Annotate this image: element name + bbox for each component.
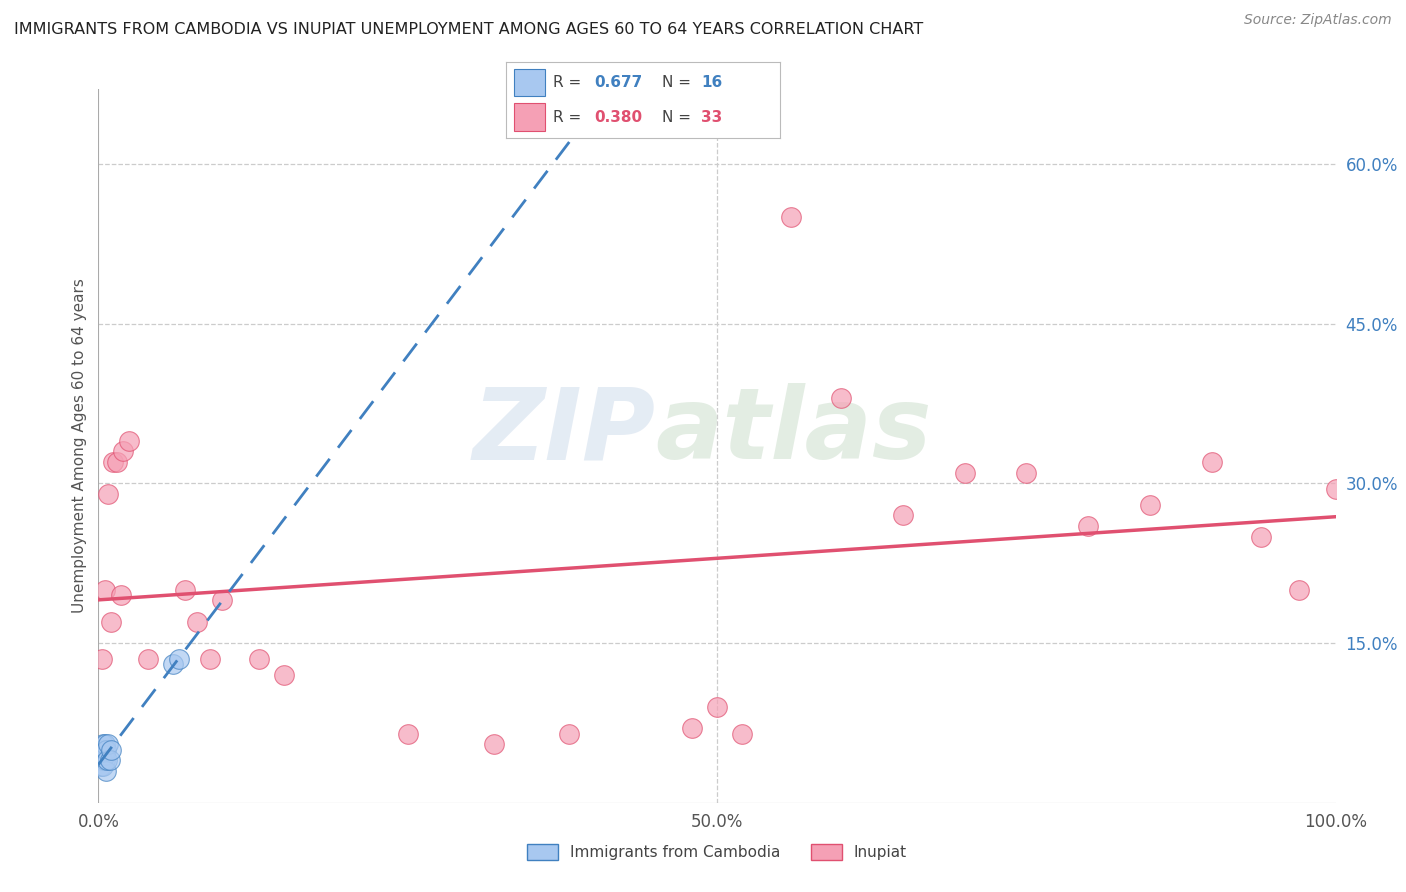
Point (94, 742, 117, 756)
Point (953, 466, 976, 480)
Text: Source: ZipAtlas.com: Source: ZipAtlas.com (1244, 13, 1392, 28)
Point (211, 593, 233, 607)
Point (93, 758, 115, 772)
Point (1201, 455, 1223, 469)
Y-axis label: Unemployment Among Ages 60 to 64 years: Unemployment Among Ages 60 to 64 years (72, 278, 87, 614)
Point (1077, 519, 1099, 533)
Text: 0.677: 0.677 (593, 75, 643, 90)
Point (557, 726, 579, 740)
Text: IMMIGRANTS FROM CAMBODIA VS INUPIAT UNEMPLOYMENT AMONG AGES 60 TO 64 YEARS CORRE: IMMIGRANTS FROM CAMBODIA VS INUPIAT UNEM… (14, 22, 924, 37)
Legend: Immigrants from Cambodia, Inupiat: Immigrants from Cambodia, Inupiat (522, 838, 912, 866)
Point (91, 742, 114, 756)
Point (97, 737, 120, 751)
Text: 16: 16 (700, 75, 723, 90)
Point (94, 764, 117, 778)
Text: 33: 33 (700, 110, 723, 125)
Point (96, 753, 118, 767)
Point (91, 753, 114, 767)
Point (247, 652, 270, 666)
Point (1288, 582, 1310, 597)
Point (98, 753, 121, 767)
Text: atlas: atlas (655, 384, 932, 480)
Point (100, 742, 122, 756)
Point (90, 758, 112, 772)
Text: ZIP: ZIP (472, 384, 655, 480)
Point (93, 582, 115, 597)
Point (136, 652, 159, 666)
Point (1139, 498, 1161, 512)
Point (1324, 482, 1347, 496)
Point (118, 434, 141, 448)
Point (198, 652, 221, 666)
Point (162, 657, 184, 672)
Point (830, 391, 852, 405)
Point (891, 508, 914, 523)
Point (273, 668, 295, 682)
Text: 0.380: 0.380 (593, 110, 643, 125)
Point (174, 582, 197, 597)
Point (93, 747, 115, 762)
Text: R =: R = (553, 110, 586, 125)
Text: N =: N = (662, 75, 696, 90)
Point (780, 210, 803, 224)
Point (112, 444, 135, 458)
Point (100, 615, 122, 629)
Bar (515, 69, 544, 95)
Point (731, 726, 754, 740)
Point (93, 737, 115, 751)
Bar (515, 103, 544, 130)
Point (1250, 529, 1272, 543)
Point (681, 721, 703, 735)
Point (110, 588, 132, 602)
Text: N =: N = (662, 110, 696, 125)
Point (167, 652, 190, 666)
Point (93, 753, 115, 767)
Text: R =: R = (553, 75, 586, 90)
Point (484, 737, 506, 751)
Point (103, 455, 125, 469)
Point (91, 652, 114, 666)
Point (93, 737, 115, 751)
Point (97, 487, 120, 501)
Point (706, 700, 728, 714)
Point (396, 726, 419, 740)
Point (1015, 466, 1038, 480)
Point (105, 455, 128, 469)
Point (186, 615, 208, 629)
